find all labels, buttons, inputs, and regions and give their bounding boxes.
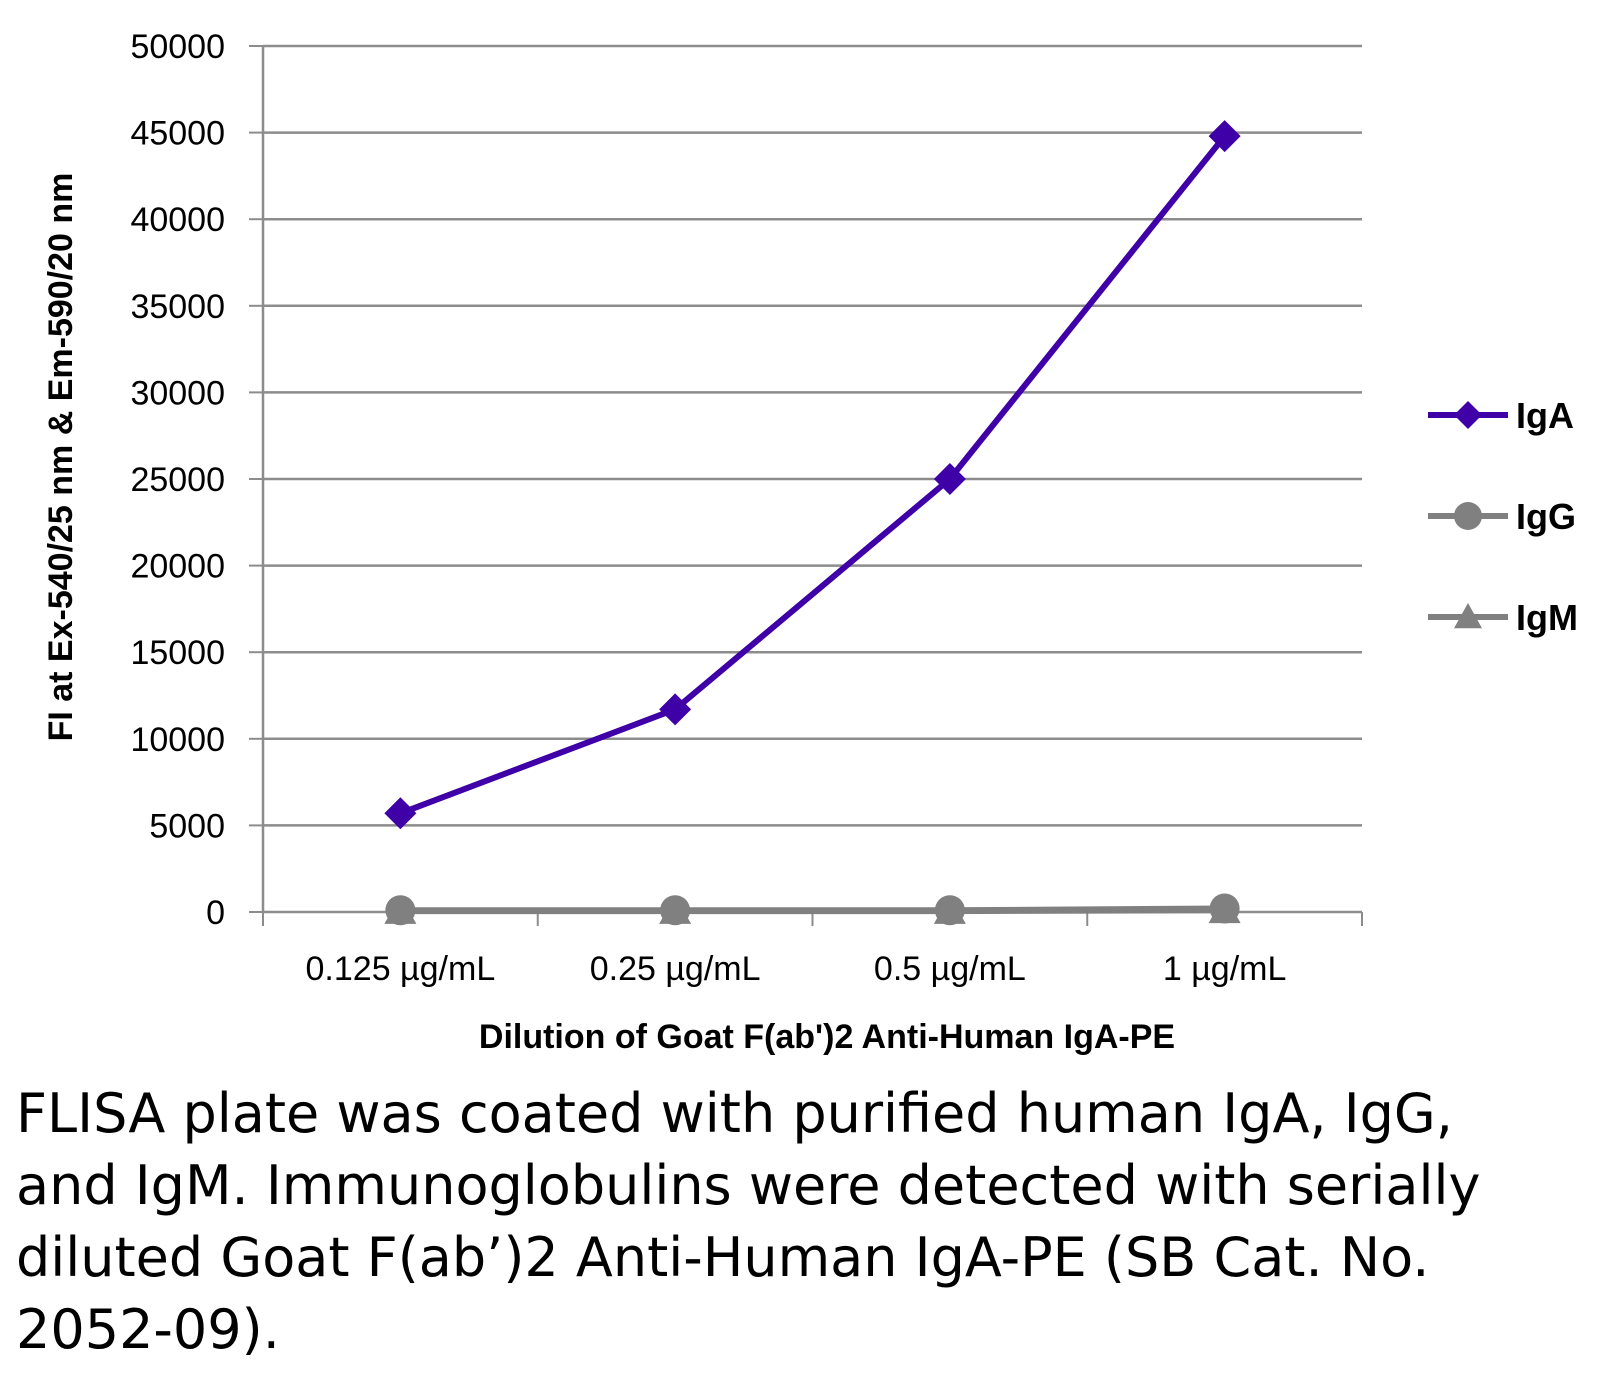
data-point-iga: [659, 693, 692, 726]
series-group: [384, 120, 1241, 926]
y-axis-title: FI at Ex-540/25 nm & Em-590/20 nm: [42, 173, 80, 742]
y-tick-label: 10000: [130, 721, 225, 759]
x-tick-labels: 0.125 µg/mL 0.25 µg/mL 0.5 µg/mL 1 µg/mL: [306, 950, 1287, 988]
y-tick-label: 15000: [130, 634, 225, 672]
y-tick-label: 5000: [149, 807, 225, 845]
gridlines: [263, 44, 1362, 827]
y-tick-label: 0: [206, 894, 225, 932]
legend-marker: [1454, 603, 1482, 629]
legend-item-iga: IgA: [1428, 395, 1574, 436]
series-line-iga: [399, 134, 1227, 817]
axes: [249, 45, 1363, 926]
y-tick-label: 50000: [130, 28, 225, 66]
y-tick-label: 20000: [130, 548, 225, 586]
x-tick-label: 0.25 µg/mL: [590, 950, 761, 988]
series-iga: [384, 120, 1241, 830]
series-igg: [385, 893, 1240, 926]
y-tick-label: 40000: [130, 201, 225, 239]
legend-item-igg: IgG: [1428, 496, 1576, 537]
x-tick-label: 0.5 µg/mL: [874, 950, 1026, 988]
x-tick-label: 0.125 µg/mL: [306, 950, 496, 988]
legend-marker: [1454, 401, 1482, 429]
y-tick-label: 35000: [130, 288, 225, 326]
data-point-iga: [933, 463, 966, 495]
data-point-iga: [384, 797, 417, 830]
y-tick-label: 25000: [130, 461, 225, 499]
legend-label: IgG: [1516, 496, 1576, 537]
data-point-igg: [660, 895, 691, 926]
y-tick-labels: 0 5000 10000 15000 20000 25000 30000 35000 40000…: [130, 28, 225, 932]
series-line-igg: [400, 905, 1225, 914]
legend-marker: [1454, 502, 1482, 530]
x-axis-title: Dilution of Goat F(ab')2 Anti-Human IgA-…: [479, 1018, 1175, 1056]
legend-label: IgM: [1516, 597, 1578, 638]
y-tick-label: 45000: [130, 115, 225, 153]
caption-text: FLISA plate was coated with purified hum…: [16, 1082, 1481, 1361]
data-point-igg: [385, 895, 416, 926]
legend: IgA IgG IgM: [1428, 395, 1578, 638]
y-tick-label: 30000: [130, 374, 225, 412]
data-point-igg: [1209, 893, 1240, 924]
legend-item-igm: IgM: [1428, 597, 1578, 638]
legend-label: IgA: [1516, 395, 1574, 436]
chart: 0 5000 10000 15000 20000 25000 30000 35000 40000…: [42, 28, 1578, 1056]
data-point-igg: [934, 895, 965, 926]
x-tick-label: 1 µg/mL: [1163, 950, 1287, 988]
data-point-iga: [1208, 120, 1241, 153]
